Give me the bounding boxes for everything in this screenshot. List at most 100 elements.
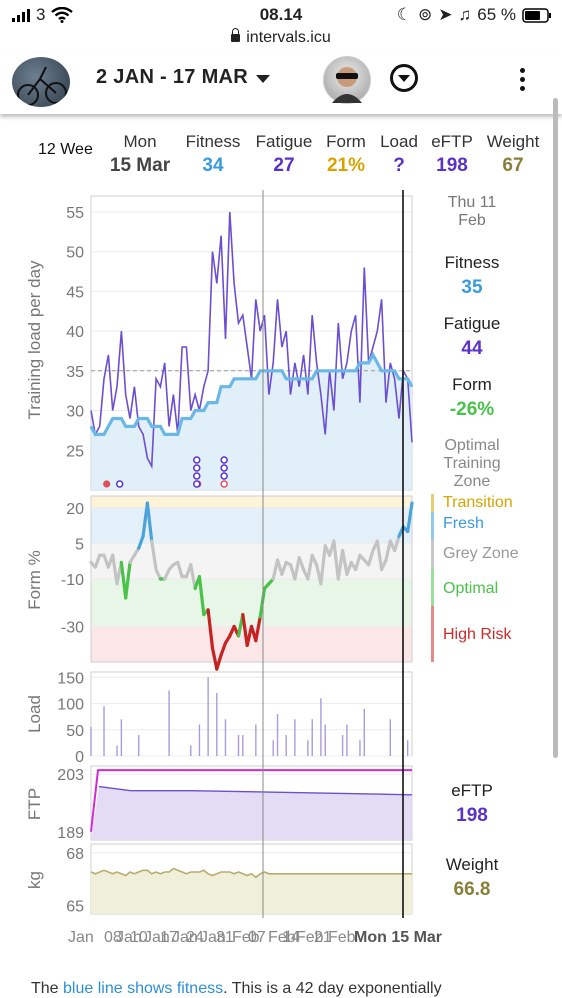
load-chart-tick-label: 55 xyxy=(66,205,84,222)
more-menu-icon[interactable] xyxy=(520,68,526,95)
form-line-segment xyxy=(137,534,145,550)
form-line-segment xyxy=(332,539,340,581)
event-marker xyxy=(193,472,201,480)
form-chart-tick-label: 5 xyxy=(75,536,84,553)
optimal-band xyxy=(91,579,412,627)
form-line-segment xyxy=(154,567,163,581)
status-bar: 3 08.14 ☾ ⊚ ➤ ♫ 65 % xyxy=(0,0,562,28)
stat-eftp: eFTP 198 xyxy=(412,132,492,177)
stat-value: 27 xyxy=(273,155,295,176)
stat-label: Fitness xyxy=(185,132,241,151)
zone-bar xyxy=(431,568,434,606)
zone-bar xyxy=(431,494,434,512)
x-tick-label: Feb xyxy=(328,929,356,946)
lock-icon xyxy=(231,28,241,42)
x-tick-label: 10 xyxy=(130,929,148,946)
weight-chart-y-label: kg xyxy=(25,871,44,889)
weeks-label[interactable]: 12 Wee xyxy=(38,141,93,158)
x-tick-label: 24 xyxy=(186,929,204,946)
zone-bar xyxy=(431,540,434,568)
form-line-segment xyxy=(219,641,228,657)
form-line-segment xyxy=(393,534,401,553)
form-line-segment xyxy=(93,553,102,569)
hover-fatigue: Fatigue 44 xyxy=(432,314,512,360)
footer-prefix: The xyxy=(31,980,64,997)
event-marker xyxy=(220,472,228,480)
form-line-segment xyxy=(340,548,349,576)
load-chart-tick-label: 25 xyxy=(66,443,84,460)
load-chart-tick-label: 50 xyxy=(66,245,84,262)
x-tick-label: Feb xyxy=(232,929,260,946)
stat-label: Weight xyxy=(486,132,540,151)
event-marker xyxy=(193,464,201,472)
form-line-segment xyxy=(375,539,384,572)
hover-fitness-label: Fitness xyxy=(444,253,500,272)
athlete-avatar[interactable] xyxy=(323,56,371,104)
user-avatar[interactable] xyxy=(12,57,70,107)
form-chart-tick-label: -30 xyxy=(61,619,84,636)
event-marker xyxy=(193,456,201,464)
stat-label: eFTP xyxy=(431,132,473,151)
hover-date-line1: Thu 11 xyxy=(447,194,497,211)
ftp-chart-y-label: FTP xyxy=(25,788,44,820)
carrier-label: 3 xyxy=(36,5,46,24)
form-line-segment xyxy=(210,646,219,671)
eftp-area xyxy=(91,786,412,840)
x-tick-label: 08 xyxy=(104,929,122,946)
hover-date-line2: Feb xyxy=(458,212,486,229)
zone-bar xyxy=(431,606,434,662)
page-scrollbar[interactable] xyxy=(553,98,558,758)
form-line-segment xyxy=(380,558,388,572)
form-line-segment xyxy=(176,560,184,579)
form-line-segment xyxy=(345,560,353,576)
x-tick-label: Jan xyxy=(144,929,170,946)
hover-form-label: Form xyxy=(452,375,492,394)
ftp-line xyxy=(90,769,412,832)
ftp-chart-tick-label: 203 xyxy=(57,767,84,784)
address-bar[interactable]: intervals.icu xyxy=(0,28,562,47)
weight-line xyxy=(90,867,412,879)
form-line-segment xyxy=(297,556,306,572)
stat-label: Load xyxy=(380,132,418,151)
hover-weight-label: Weight xyxy=(445,855,499,874)
load-bars-tick-label: 50 xyxy=(66,723,84,740)
optimal-line3: Zone xyxy=(453,473,491,490)
stat-load: Load? xyxy=(359,132,439,177)
event-marker xyxy=(193,480,201,488)
footer-link[interactable]: blue line shows fitness xyxy=(63,980,224,997)
description-text: The blue line shows fitness. This is a 4… xyxy=(31,980,442,998)
event-marker xyxy=(220,480,228,488)
battery-icon xyxy=(522,7,551,23)
fitness-chart[interactable]: 25 30 35 40 45 50 55 Training load per day 20 5 -1… xyxy=(0,180,562,960)
chevron-down-icon[interactable] xyxy=(256,75,270,83)
event-marker xyxy=(115,480,124,488)
hover-form-value: -26% xyxy=(449,399,495,420)
form-line-segment xyxy=(197,575,206,617)
x-tick-label: Feb xyxy=(296,929,324,946)
clock: 08.14 xyxy=(259,5,303,24)
optimal-zone-label: Optimal Training Zone xyxy=(426,437,518,491)
stat-value: 15 Mar xyxy=(109,155,171,176)
hover-eftp: eFTP 198 xyxy=(432,781,512,827)
fitness-line xyxy=(89,351,414,436)
load-chart-tick-label: 35 xyxy=(66,364,84,381)
load-bars-tick-label: 150 xyxy=(57,670,84,687)
form-line-segment xyxy=(406,501,414,534)
current-date-label: Mon 15 Mar xyxy=(354,929,442,946)
fresh-band xyxy=(91,507,412,544)
zone-high-risk: High Risk xyxy=(443,626,512,643)
form-line-segment xyxy=(145,501,154,543)
form-line-segment xyxy=(124,560,132,600)
battery-percent: 65 % xyxy=(477,5,516,24)
options-dropdown-icon[interactable] xyxy=(390,64,418,92)
load-chart-tick-label: 45 xyxy=(66,284,84,301)
date-range-selector[interactable]: 2 JAN - 17 MAR xyxy=(96,66,249,88)
form-line-segment xyxy=(111,553,119,586)
stat-value: 21% xyxy=(326,155,366,176)
form-line-segment xyxy=(293,556,301,581)
x-tick-label: Feb xyxy=(268,929,296,946)
load-bars-tick-label: 0 xyxy=(75,749,84,766)
app-header: 2 JAN - 17 MAR xyxy=(0,52,562,114)
form-line-segment xyxy=(254,615,262,643)
footer-rest: . This is a 42 day exponentially xyxy=(223,980,442,997)
